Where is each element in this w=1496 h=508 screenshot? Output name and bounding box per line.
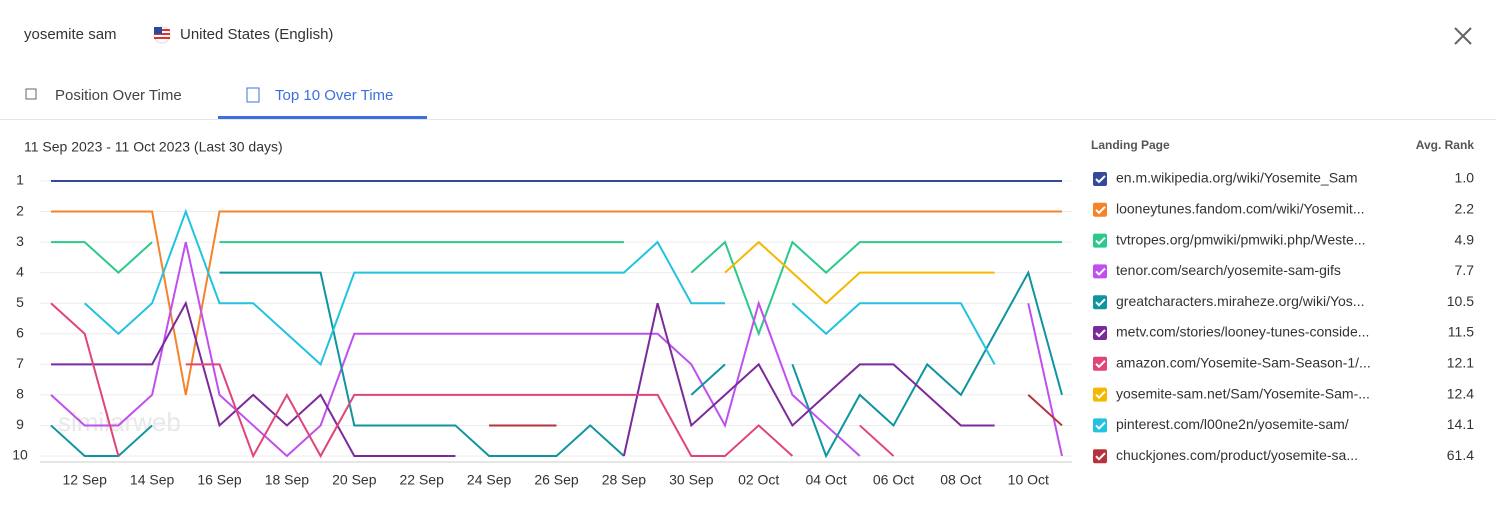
x-tick-label: 04 Oct xyxy=(805,472,846,488)
checkbox[interactable] xyxy=(1093,233,1107,248)
x-tick-label: 18 Sep xyxy=(265,472,310,488)
landing-page[interactable]: metv.com/stories/looney-tunes-conside... xyxy=(1116,324,1369,340)
checkmark xyxy=(1095,390,1106,400)
checkbox[interactable] xyxy=(1093,418,1107,433)
avg-rank: 1.0 xyxy=(1455,170,1475,186)
checkmark xyxy=(1095,360,1106,369)
column-header: Landing Page xyxy=(1091,138,1170,152)
checkmark xyxy=(1095,452,1106,461)
y-tick-label: 9 xyxy=(16,416,24,432)
landing-page[interactable]: pinterest.com/l00ne2n/yosemite-sam/ xyxy=(1116,416,1349,432)
avg-rank: 12.1 xyxy=(1447,355,1474,371)
tab-icon xyxy=(25,88,37,100)
y-tick-label: 5 xyxy=(16,294,24,310)
checkbox[interactable] xyxy=(1093,172,1107,186)
landing-page[interactable]: en.m.wikipedia.org/wiki/Yosemite_Sam xyxy=(1116,170,1357,186)
tab-active[interactable]: Top 10 Over Time xyxy=(275,87,393,104)
checkbox[interactable] xyxy=(1093,326,1107,340)
checkbox[interactable] xyxy=(1093,449,1107,464)
x-tick-label: 26 Sep xyxy=(534,472,579,488)
checkbox[interactable] xyxy=(1093,202,1107,217)
y-tick-label: 3 xyxy=(16,233,24,249)
avg-rank: 14.1 xyxy=(1447,416,1474,432)
y-tick-label: 2 xyxy=(16,202,24,218)
flag xyxy=(153,26,171,44)
landing-page[interactable]: tenor.com/search/yosemite-sam-gifs xyxy=(1116,262,1341,278)
x-tick-label: 30 Sep xyxy=(669,472,714,488)
x-tick-label: 08 Oct xyxy=(940,472,981,488)
series-line xyxy=(50,302,895,459)
series-line xyxy=(489,394,1063,427)
landing-page[interactable]: amazon.com/Yosemite-Sam-Season-1/... xyxy=(1116,355,1371,371)
x-tick-label: 16 Sep xyxy=(197,472,242,488)
watermark: similarweb xyxy=(58,407,181,437)
series-line xyxy=(51,300,995,457)
landing-page[interactable]: chuckjones.com/product/yosemite-sa... xyxy=(1116,447,1358,463)
keyword: yosemite sam xyxy=(24,26,117,43)
checkbox[interactable] xyxy=(1093,356,1107,371)
avg-rank: 2.2 xyxy=(1455,201,1475,217)
avg-rank: 7.7 xyxy=(1455,262,1475,278)
date-range: 11 Sep 2023 - 11 Oct 2023 (Last 30 days) xyxy=(24,139,283,155)
checkbox[interactable] xyxy=(1093,387,1107,402)
x-tick-label: 02 Oct xyxy=(738,472,779,488)
column-header: Avg. Rank xyxy=(1416,138,1475,152)
y-tick-label: 6 xyxy=(16,324,24,340)
avg-rank: 10.5 xyxy=(1447,293,1474,309)
x-tick-label: 28 Sep xyxy=(602,472,647,488)
series-line xyxy=(51,240,1062,337)
x-tick-label: 20 Sep xyxy=(332,472,377,488)
checkmark xyxy=(1095,236,1106,246)
avg-rank: 11.5 xyxy=(1448,324,1474,340)
x-tick-label: 14 Sep xyxy=(130,472,175,488)
avg-rank: 12.4 xyxy=(1447,385,1474,401)
avg-rank: 61.4 xyxy=(1447,447,1474,463)
x-tick-label: 06 Oct xyxy=(873,472,914,488)
x-tick-label: 24 Sep xyxy=(467,472,512,488)
checkmark xyxy=(1095,175,1106,184)
x-tick-label: 12 Sep xyxy=(63,472,108,488)
checkmark xyxy=(1095,267,1106,276)
tab-underline xyxy=(218,116,427,119)
landing-page[interactable]: tvtropes.org/pmwiki/pmwiki.php/Weste... xyxy=(1116,231,1366,247)
landing-page[interactable]: yosemite-sam.net/Sam/Yosemite-Sam-... xyxy=(1116,385,1370,401)
landing-page[interactable]: greatcharacters.miraheze.org/wiki/Yos... xyxy=(1116,293,1364,309)
tab-icon xyxy=(246,87,260,103)
y-tick-label: 8 xyxy=(16,386,24,402)
series-line xyxy=(51,210,1062,396)
checkmark xyxy=(1095,421,1106,430)
country[interactable]: United States (English) xyxy=(180,26,333,43)
series-line xyxy=(50,270,1063,459)
series-line xyxy=(50,241,1063,458)
checkmark xyxy=(1095,298,1106,307)
close-button[interactable] xyxy=(1454,27,1472,45)
checkbox[interactable] xyxy=(1093,264,1107,279)
landing-page[interactable]: looneytunes.fandom.com/wiki/Yosemit... xyxy=(1116,201,1365,217)
checkmark xyxy=(1095,329,1106,338)
avg-rank: 4.9 xyxy=(1455,231,1475,247)
x-tick-label: 22 Sep xyxy=(400,472,445,488)
y-tick-label: 10 xyxy=(12,447,28,463)
checkmark xyxy=(1095,206,1106,215)
x-tick-label: 10 Oct xyxy=(1008,472,1049,488)
series-line xyxy=(85,212,1062,365)
checkbox[interactable] xyxy=(1093,295,1107,310)
tab[interactable]: Position Over Time xyxy=(55,87,182,104)
y-tick-label: 1 xyxy=(16,172,24,188)
y-tick-label: 4 xyxy=(16,263,24,279)
y-tick-label: 7 xyxy=(16,355,24,371)
